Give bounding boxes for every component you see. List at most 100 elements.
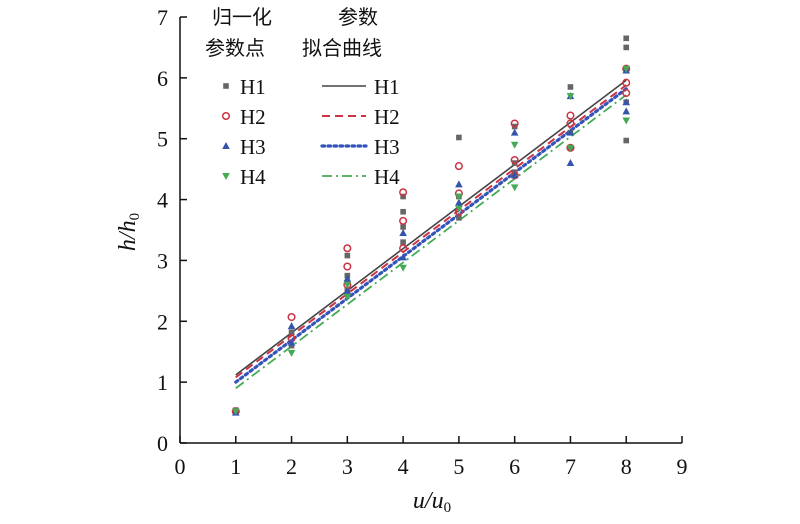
point-h1 xyxy=(623,44,630,51)
fit-line-h2 xyxy=(235,84,627,379)
point-h1 xyxy=(567,84,574,90)
point-h3 xyxy=(510,128,519,136)
y-tick-label: 7 xyxy=(157,5,168,30)
legend-points-heading-1: 归一化 xyxy=(212,5,272,29)
y-tick-label: 6 xyxy=(157,66,168,91)
y-tick-label: 4 xyxy=(157,188,168,213)
point-h2 xyxy=(287,312,296,322)
fit-line-h1 xyxy=(235,79,627,376)
point-h4 xyxy=(287,349,296,357)
legend-points-heading-2: 参数点 xyxy=(205,36,265,60)
x-tick-label: 2 xyxy=(286,454,297,479)
x-tick-label: 6 xyxy=(509,454,520,479)
x-tick-label: 8 xyxy=(621,454,632,479)
x-tick-label: 4 xyxy=(398,454,409,479)
point-h1 xyxy=(288,342,295,349)
x-tick-label: 9 xyxy=(677,454,688,479)
point-h2 xyxy=(510,119,519,128)
legend-line-label-h4: H4 xyxy=(374,165,400,189)
point-h2 xyxy=(510,155,519,165)
legend-lines-heading-1: 参数 xyxy=(338,5,378,29)
point-h4 xyxy=(399,264,407,272)
point-h1 xyxy=(288,329,295,336)
legend-line-label-h1: H1 xyxy=(374,75,400,99)
point-h1 xyxy=(400,239,406,245)
legend-marker-h2 xyxy=(221,111,231,121)
point-h1 xyxy=(400,224,406,230)
point-h1 xyxy=(456,215,462,221)
legend-point-label-h1: H1 xyxy=(240,75,266,99)
point-h3 xyxy=(510,171,519,179)
point-h4 xyxy=(455,205,463,213)
point-h3 xyxy=(622,98,631,106)
point-h4 xyxy=(566,144,575,152)
point-h2 xyxy=(399,244,408,253)
point-h3 xyxy=(399,253,407,261)
y-tick-label: 3 xyxy=(157,248,168,273)
point-h3 xyxy=(343,286,352,294)
point-h1 xyxy=(400,193,406,200)
point-h4 xyxy=(622,65,631,73)
x-tick-label: 3 xyxy=(342,454,353,479)
axes xyxy=(179,17,682,444)
point-h1 xyxy=(456,134,462,141)
legend-marker-h4 xyxy=(222,173,230,180)
legend-lines-heading-2: 拟合曲线 xyxy=(302,36,382,60)
point-h1 xyxy=(623,137,630,144)
point-h2 xyxy=(622,78,631,87)
legend-point-label-h2: H2 xyxy=(240,105,266,129)
legend-marker-h3 xyxy=(222,142,230,149)
x-axis-title: u/u0 xyxy=(413,488,451,516)
legend-point-label-h4: H4 xyxy=(240,165,266,189)
legend-line-label-h3: H3 xyxy=(374,135,400,159)
x-tick-label: 7 xyxy=(565,454,576,479)
point-h3 xyxy=(287,338,296,346)
point-h2 xyxy=(622,89,631,98)
ticks: 0 1 2 3 4 5 6 7 8 9 0 1 2 3 4 5 6 7 xyxy=(157,5,688,479)
legend: 归一化 参数点 参数 拟合曲线 H1 H2 H3 H4 H1 H2 H3 H4 xyxy=(205,5,400,189)
point-h4 xyxy=(510,141,519,149)
y-tick-label: 1 xyxy=(157,370,168,395)
point-h4 xyxy=(510,184,519,192)
point-h2 xyxy=(399,216,408,225)
x-tick-label: 5 xyxy=(453,454,464,479)
point-h3 xyxy=(399,229,407,237)
point-h4 xyxy=(231,408,240,416)
point-h2 xyxy=(343,244,352,253)
point-h1 xyxy=(400,208,406,215)
point-h4 xyxy=(566,93,575,101)
fit-lines xyxy=(234,79,628,389)
point-h2 xyxy=(399,188,408,197)
point-h2 xyxy=(343,262,352,271)
point-h4 xyxy=(343,293,352,301)
point-h4 xyxy=(622,117,631,125)
x-tick-label: 1 xyxy=(230,454,241,479)
point-h3 xyxy=(455,180,463,188)
legend-line-entries: H1 H2 H3 H4 xyxy=(320,75,400,189)
point-h3 xyxy=(343,274,352,282)
point-h1 xyxy=(623,35,630,42)
point-h2 xyxy=(566,111,575,120)
point-h4 xyxy=(343,281,352,289)
y-axis-title: h/h0 xyxy=(115,213,143,251)
point-h2 xyxy=(454,162,463,171)
fit-line-h4 xyxy=(235,94,627,389)
point-h3 xyxy=(566,128,575,136)
point-h3 xyxy=(287,322,296,330)
legend-marker-h1 xyxy=(223,83,229,89)
data-points xyxy=(231,35,631,416)
point-h4 xyxy=(455,193,463,201)
fit-line-h3 xyxy=(234,87,628,384)
legend-line-label-h2: H2 xyxy=(374,105,400,129)
y-tick-label: 2 xyxy=(157,309,168,334)
x-tick-label: 0 xyxy=(175,454,186,479)
point-h2 xyxy=(566,119,575,128)
point-h1 xyxy=(344,252,351,259)
legend-point-label-h3: H3 xyxy=(240,135,266,159)
legend-point-entries: H1 H2 H3 H4 xyxy=(221,75,266,189)
point-h3 xyxy=(622,107,631,115)
y-tick-label: 5 xyxy=(157,127,168,152)
point-h3 xyxy=(455,198,463,206)
point-h3 xyxy=(566,159,575,167)
